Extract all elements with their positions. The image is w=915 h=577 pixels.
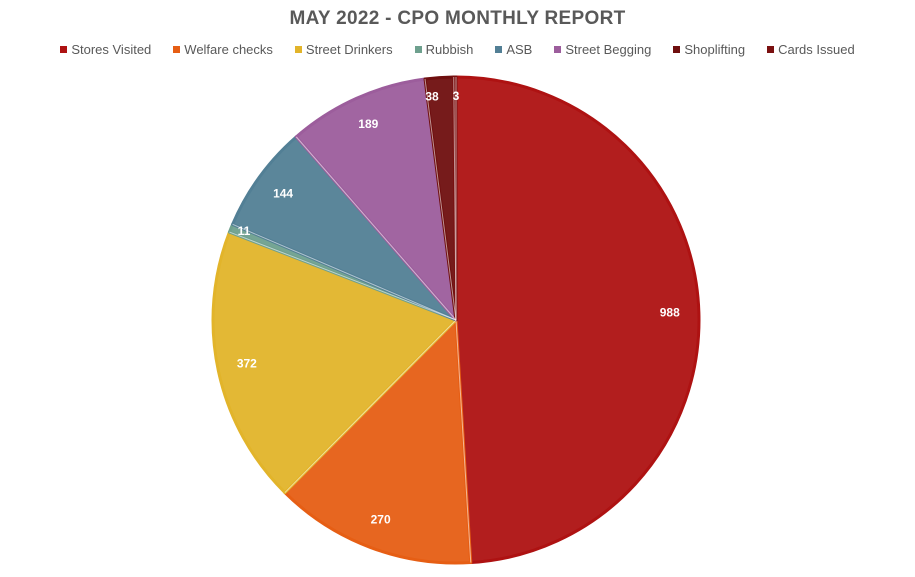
- pie-slice: [294, 77, 458, 322]
- data-label: 988: [660, 306, 680, 320]
- chart-title: MAY 2022 - CPO MONTHLY REPORT: [289, 8, 626, 29]
- legend-entry: Welfare checks: [173, 42, 273, 57]
- legend-label: Welfare checks: [184, 42, 273, 57]
- legend-swatch: [60, 46, 68, 53]
- legend-swatch: [673, 46, 681, 53]
- data-label: 270: [371, 512, 391, 526]
- slice-divider: [455, 319, 472, 563]
- slice-divider: [295, 136, 457, 321]
- legend-label: Cards Issued: [778, 42, 855, 57]
- slice-divider: [284, 319, 457, 493]
- legend-entry: ASB: [495, 42, 532, 57]
- legend-swatch: [495, 46, 503, 53]
- legend-label: Shoplifting: [684, 42, 746, 57]
- legend-label: ASB: [506, 42, 533, 57]
- legend-swatch: [554, 46, 562, 53]
- legend-label: Rubbish: [425, 42, 474, 57]
- slice-divider: [424, 78, 457, 321]
- legend-entry: Stores Visited: [60, 42, 151, 57]
- slice-divider: [453, 77, 457, 321]
- data-label: 189: [358, 117, 378, 131]
- data-label: 38: [425, 89, 439, 103]
- slice-divider: [232, 223, 457, 321]
- legend-entry: Street Begging: [554, 42, 651, 57]
- legend-entry: Rubbish: [414, 42, 474, 57]
- legend-swatch: [414, 46, 422, 53]
- data-label: 11: [238, 224, 251, 238]
- data-label: 372: [237, 357, 257, 371]
- chart-legend: Stores Visited Welfare checks Street Drink…: [0, 42, 915, 57]
- legend-label: Stores Visited: [71, 42, 152, 57]
- legend-entry: Street Drinkers: [294, 42, 393, 57]
- legend-entry: Shoplifting: [673, 42, 745, 57]
- data-label: 3: [453, 89, 460, 103]
- pie-slice: [283, 318, 473, 565]
- legend-swatch: [294, 46, 302, 53]
- legend-label: Street Drinkers: [305, 42, 393, 57]
- slice-divider: [229, 231, 457, 321]
- legend-label: Street Begging: [565, 42, 652, 57]
- data-label: 144: [273, 186, 293, 200]
- pie-slice: [454, 75, 701, 565]
- pie-slice: [231, 135, 458, 322]
- legend-swatch: [173, 46, 181, 53]
- legend-swatch: [767, 46, 775, 53]
- legend-entry: Cards Issued: [767, 42, 855, 57]
